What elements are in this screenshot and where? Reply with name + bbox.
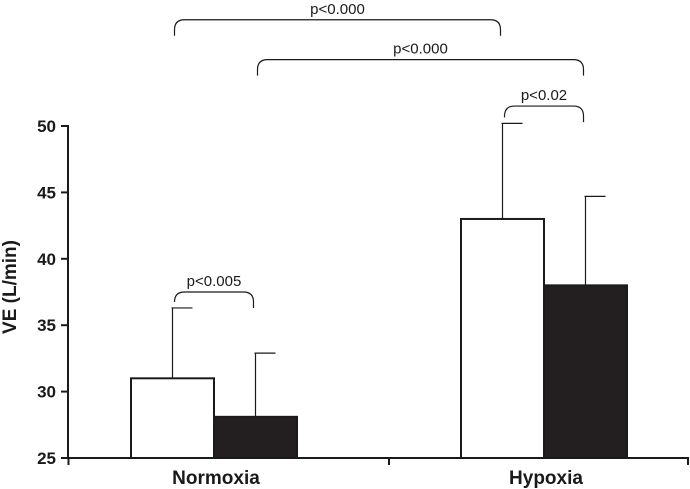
y-tick-label: 30: [37, 383, 56, 402]
significance-label: p<0.000: [393, 41, 448, 58]
y-tick-label: 35: [37, 316, 56, 335]
y-axis-title: VE (L/min): [0, 240, 21, 334]
axes: [61, 125, 689, 465]
significance-label: p<0.02: [521, 87, 567, 104]
bar-hypoxia-series-2: [543, 284, 628, 459]
significance-bracket: [173, 291, 255, 308]
significance-bracket: [503, 105, 585, 123]
significance-label: p<0.005: [187, 273, 242, 290]
x-category-label: Normoxia: [172, 468, 260, 489]
y-tick-label: 25: [37, 449, 56, 468]
y-tick-label: 40: [37, 250, 56, 269]
bar-normoxia-series-2: [213, 415, 298, 459]
x-category-label: Hypoxia: [509, 468, 583, 489]
significance-annotations: p<0.005 p<0.02 p<0.000 p<0.000: [173, 1, 585, 308]
bars: [130, 122, 628, 460]
significance-label: p<0.000: [310, 1, 365, 18]
bar-hypoxia-series-1: [460, 217, 545, 459]
bar-normoxia-series-1: [130, 377, 215, 460]
y-tick-label: 50: [37, 117, 56, 136]
significance-bracket: [173, 19, 502, 36]
significance-bracket: [256, 59, 585, 76]
labels: 25 30 35 40 45 50 Normoxia Hypoxia VE (L/min): [0, 117, 583, 489]
y-tick-label: 45: [37, 183, 56, 202]
